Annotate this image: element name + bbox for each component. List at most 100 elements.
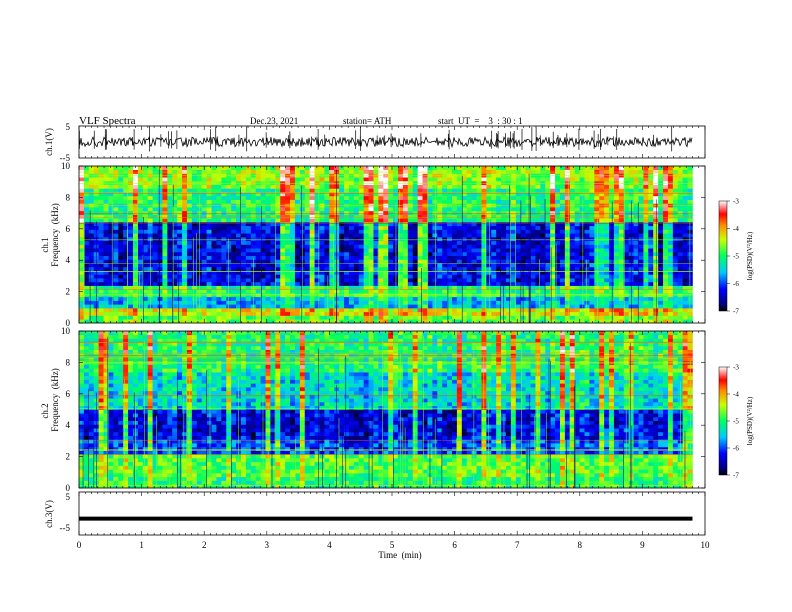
spectrogram-cell: [255, 248, 261, 253]
spectrogram-cell: [476, 240, 482, 245]
spectrogram-cell: [373, 248, 379, 253]
spectrogram-cell: [186, 259, 193, 264]
spectrogram-cell: [682, 319, 688, 324]
spectrogram-cell: [584, 207, 590, 212]
spectrogram-cell: [157, 184, 163, 189]
spectrogram-cell: [466, 289, 472, 294]
spectrogram-cell: [245, 289, 252, 294]
spectrogram-cell: [486, 225, 492, 230]
spectrogram-cell: [368, 180, 374, 185]
spectrogram-cell: [108, 278, 114, 283]
spectrogram-cell: [456, 251, 463, 257]
spectrogram-cell: [398, 244, 404, 249]
spectrogram-cell: [540, 210, 546, 215]
spectrogram-cell: [510, 214, 517, 219]
spectrogram-cell: [113, 315, 119, 320]
spectrogram-cell: [103, 285, 109, 290]
spectrogram-cell: [643, 210, 649, 215]
spectrogram-cell: [559, 225, 566, 230]
spectrogram-cell: [481, 319, 487, 324]
spectrogram-cell: [648, 192, 654, 197]
spectrogram-cell: [604, 237, 610, 242]
spectrogram-cell: [231, 308, 237, 313]
spectrogram-cell: [643, 266, 649, 271]
spectrogram-cell: [613, 289, 620, 294]
spectrogram-cell: [412, 285, 418, 290]
spectrogram-cell: [638, 274, 644, 279]
spectrogram-cell: [525, 225, 531, 230]
spectrogram-cell: [137, 218, 144, 223]
spectrogram-cell: [344, 293, 350, 298]
spectrogram-cell: [545, 263, 551, 268]
spectrogram-cell: [658, 218, 664, 223]
spectrogram-cell: [98, 315, 104, 320]
spectrogram-cell: [525, 266, 531, 271]
spectrogram-cell: [594, 229, 600, 234]
spectrogram-cell: [672, 311, 679, 316]
spectrogram-cell: [466, 195, 472, 200]
spectrogram-cell: [79, 285, 85, 290]
spectrogram-cell: [540, 244, 546, 249]
spectrogram-cell: [471, 255, 477, 260]
spectrogram-cell: [314, 188, 320, 193]
spectrogram-cell: [368, 192, 374, 197]
spectrogram-cell: [353, 229, 360, 234]
spectrogram-cell: [290, 184, 296, 189]
spectrogram-cell: [132, 300, 139, 305]
spectrogram-cell: [132, 311, 139, 316]
spectrogram-cell: [618, 244, 625, 249]
spectrogram-cell: [589, 192, 595, 197]
spectrogram-cell: [79, 274, 85, 279]
spectrogram-cell: [304, 188, 310, 193]
spectrogram-cell: [344, 233, 350, 238]
spectrogram-cell: [255, 285, 261, 290]
spectrogram-cell: [550, 293, 556, 298]
spectrogram-cell: [535, 270, 541, 275]
spectrogram-cell: [677, 240, 683, 245]
spectrogram-cell: [79, 180, 85, 185]
spectrogram-cell: [358, 263, 364, 268]
spectrogram-cell: [280, 233, 286, 238]
spectrogram-cell: [353, 237, 360, 242]
spectrogram-cell: [304, 308, 310, 313]
spectrogram-cell: [417, 233, 423, 238]
spectrogram-cell: [589, 266, 595, 271]
spectrogram-cell: [186, 266, 193, 271]
spectrogram-cell: [221, 278, 227, 283]
spectrogram-cell: [344, 255, 350, 260]
spectrogram-cell: [559, 315, 566, 320]
spectrogram-cell: [319, 266, 325, 271]
spectrogram-cell: [658, 233, 664, 238]
spectrogram-cell: [574, 214, 580, 219]
spectrogram-cell: [559, 311, 566, 316]
spectrogram-cell: [481, 289, 487, 294]
spectrogram-cell: [79, 233, 85, 238]
spectrogram-cell: [103, 207, 109, 212]
spectrogram-cell: [417, 199, 423, 204]
spectrogram-cell: [383, 285, 389, 290]
spectrogram-cell: [417, 319, 423, 324]
spectrogram-cell: [270, 251, 276, 257]
spectrogram-cell: [162, 319, 168, 324]
spectrogram-cell: [211, 251, 217, 257]
spectrogram-cell: [609, 218, 615, 223]
spectrogram-cell: [201, 225, 207, 230]
spectrogram-cell: [461, 308, 468, 313]
spectrogram-cell: [648, 233, 654, 238]
spectrogram-cell: [535, 218, 541, 223]
spectrogram-cell: [339, 300, 345, 305]
spectrogram-cell: [245, 218, 252, 223]
spectrogram-cell: [476, 180, 482, 185]
spectrogram-cell: [363, 289, 369, 294]
spectrogram-cell: [79, 210, 85, 215]
spectrogram-cell: [677, 233, 683, 238]
spectrogram-cell: [201, 210, 207, 215]
spectrogram-cell: [186, 308, 193, 313]
spectrogram-cell: [417, 225, 423, 230]
spectrogram-cell: [177, 184, 183, 189]
spectrogram-cell: [128, 263, 134, 268]
spectrogram-cell: [417, 218, 423, 223]
spectrogram-cell: [108, 315, 114, 320]
spectrogram-cell: [594, 315, 600, 320]
spectrogram-cell: [525, 255, 531, 260]
